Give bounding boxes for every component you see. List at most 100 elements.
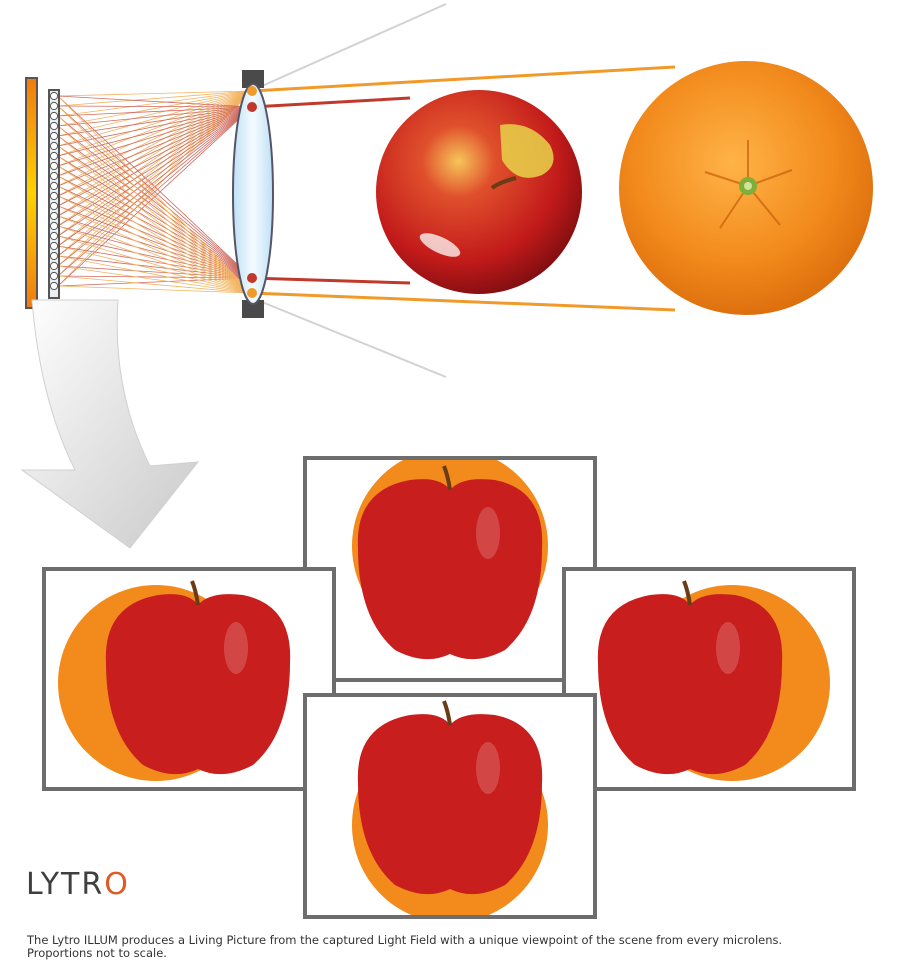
viewpoint-frame-left [42,567,336,791]
fruit-pair-image [597,580,830,781]
ray-line [57,95,253,108]
orange-ray-bottom [251,291,676,312]
microlens [49,181,59,191]
ray-line [57,106,253,197]
viewpoint-frame-bottom [303,693,597,919]
ray-line [57,90,253,117]
ray-line [57,106,253,167]
microlens [49,191,59,201]
lens-dot [247,288,257,298]
ray-line [57,195,253,279]
orange-ray-top [251,65,676,93]
main-lens [232,83,274,305]
ray-line [57,165,253,279]
microlens [49,131,59,141]
ray-line [57,205,253,279]
microlens [49,281,59,291]
ray-line [57,215,253,294]
ray-line [57,205,253,294]
ray-line [57,106,253,207]
microlens [49,101,59,111]
ray-line [57,106,253,227]
microlens [49,221,59,231]
ray-line [57,115,253,294]
ray-line [57,106,253,137]
apple-shape [105,580,291,775]
ray-line [57,105,253,294]
microlens [49,231,59,241]
ray-line [57,255,253,279]
ray-line [57,195,253,294]
orange-photo [619,61,873,315]
ray-line [57,106,253,147]
ray-line [57,185,253,279]
microlens [49,171,59,181]
ray-line [57,125,253,279]
ray-line [57,106,253,257]
apple-photo [376,90,582,294]
apple-ray-top [251,96,411,109]
microlens [49,241,59,251]
microlens [49,141,59,151]
apple-ray-bottom [251,276,411,285]
apple-shape [357,700,543,895]
microlens [49,211,59,221]
ray-line [57,245,253,294]
viewpoint-frame-right [562,567,856,791]
fov-line-bottom [261,301,447,378]
ray-line [57,125,253,294]
ray-line [57,145,253,294]
microlens [49,271,59,281]
microlens [49,261,59,271]
curved-arrow-icon [20,299,200,549]
ray-line [57,225,253,279]
fruit-pair-image [352,700,548,915]
apple-shape [597,580,783,775]
ray-line [57,95,253,294]
ray-line [57,235,253,294]
lens-mount-bottom [242,300,264,318]
ray-line [57,245,253,279]
ray-line [57,90,253,127]
light-field-diagram [20,3,873,549]
ray-line [57,135,253,279]
ray-line [57,155,253,294]
ray-line [57,255,253,294]
ray-line [57,225,253,294]
ray-line [57,106,253,117]
apple-shape [357,465,543,660]
ray-line [57,106,253,237]
microlens [49,151,59,161]
ray-line [57,277,253,287]
ray-line [57,105,253,279]
ray-line [57,105,253,108]
microlens [49,201,59,211]
ray-line [57,106,253,217]
microlens [49,251,59,261]
microlens [49,161,59,171]
viewpoint-frame-top [303,456,597,682]
ray-line [57,235,253,279]
lens-dot [247,86,257,96]
ray-line [57,106,253,127]
lens-mount-top [242,70,264,88]
caption: The Lytro ILLUM produces a Living Pictur… [27,934,887,960]
ray-line [57,106,253,157]
ray-line [57,265,253,294]
microlens [49,91,59,101]
image-sensor [25,77,38,309]
microlens [49,121,59,131]
ray-line [57,275,253,279]
ray-line [57,185,253,294]
ray-line [57,175,253,294]
ray-line [57,106,253,177]
light-rays [57,90,253,294]
ray-line [57,165,253,294]
fov-line-top [261,3,447,87]
ray-line [57,135,253,294]
ray-line [57,275,253,294]
lytro-logo: LYTRO [26,867,130,902]
fruit-pair-image [58,580,291,781]
ray-line [57,155,253,279]
lens-dot [247,102,257,112]
